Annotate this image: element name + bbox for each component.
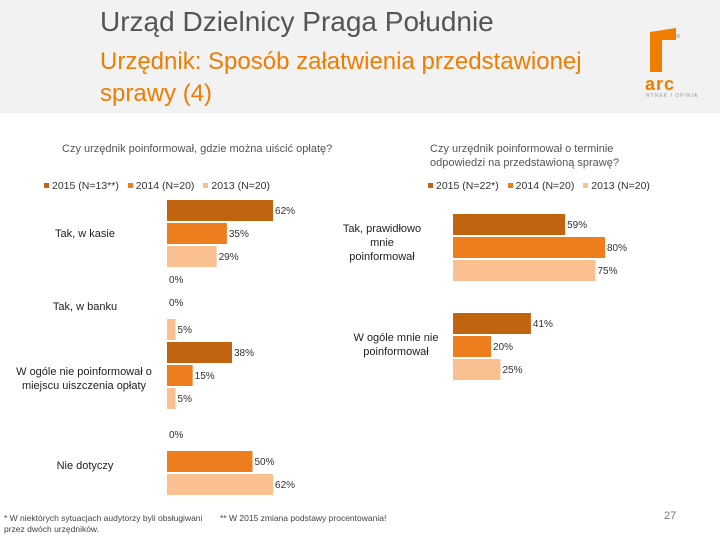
bar: [167, 388, 176, 409]
data-label: 62%: [275, 480, 295, 491]
header-band: [0, 0, 720, 113]
chart-left-title: Czy urzędnik poinformował, gdzie można u…: [62, 143, 333, 155]
logo-subtext: RYNEK I OPINIA: [646, 93, 699, 99]
bar: [167, 200, 274, 221]
data-label: 5%: [178, 325, 193, 336]
footnote-left: * W niektórych sytuacjach audytorzy byli…: [4, 513, 203, 534]
legend-label: 2015 (N=13**): [52, 180, 119, 192]
legend-label: 2014 (N=20): [135, 180, 195, 192]
data-label: 38%: [234, 348, 254, 359]
bar: [167, 365, 193, 386]
bar: [167, 451, 253, 472]
page-title: Urząd Dzielnicy Praga Południe: [100, 6, 494, 37]
category-label: W ogóle mnie nie poinformował: [353, 332, 439, 358]
page-number: 27: [664, 510, 677, 522]
legend-label: 2013 (N=20): [211, 180, 271, 192]
bar: [453, 359, 501, 380]
data-label: 20%: [493, 342, 513, 353]
legend-item-2013: 2013 (N=20): [203, 180, 270, 192]
chart-left-legend: 2015 (N=13**) 2014 (N=20) 2013 (N=20): [44, 180, 276, 192]
arc-logo-icon: [650, 28, 680, 72]
chart-right-legend: 2015 (N=22*) 2014 (N=20) 2013 (N=20): [428, 180, 656, 192]
legend-label: 2013 (N=20): [591, 180, 650, 192]
data-label: 0%: [169, 298, 184, 309]
bar: [167, 474, 274, 495]
logo-text: arc: [645, 74, 676, 94]
legend-item-2014: 2014 (N=20): [507, 180, 575, 192]
bar: [453, 237, 605, 258]
category-label: W ogóle nie poinformował o miejscu uiszc…: [16, 366, 152, 392]
footnote-right: ** W 2015 zmiana podstawy procentowania!: [220, 513, 387, 523]
data-label: 5%: [178, 394, 193, 405]
legend-item-2015: 2015 (N=13**): [44, 180, 119, 192]
bar: [453, 260, 596, 281]
chart-right-title: Czy urzędnik poinformował o terminie odp…: [430, 143, 619, 169]
legend-item-2014: 2014 (N=20): [127, 180, 195, 192]
data-label: 25%: [503, 365, 523, 376]
bar: [167, 319, 176, 340]
data-label: 29%: [219, 252, 239, 263]
category-label: Tak, prawidłowo mnie poinformował: [342, 223, 422, 263]
data-label: 35%: [229, 229, 249, 240]
category-label: Tak, w kasie: [55, 228, 115, 240]
data-label: 59%: [567, 220, 587, 231]
data-label: 75%: [598, 266, 618, 277]
category-label: Tak, w banku: [52, 301, 118, 313]
bar: [167, 246, 217, 267]
data-label: 0%: [169, 430, 184, 441]
bar: [167, 223, 227, 244]
data-label: 41%: [533, 319, 553, 330]
legend-item-2013: 2013 (N=20): [583, 180, 650, 192]
bar: [453, 313, 531, 334]
bar: [453, 214, 566, 235]
data-label: 50%: [255, 457, 275, 468]
legend-label: 2015 (N=22*): [436, 180, 499, 192]
data-label: 0%: [169, 275, 184, 286]
bar: [453, 336, 491, 357]
legend-label: 2014 (N=20): [515, 180, 575, 192]
data-label: 15%: [195, 371, 215, 382]
category-label: Nie dotyczy: [56, 460, 114, 472]
bar: [167, 342, 232, 363]
page-subtitle: Urzędnik: Sposób załatwienia przedstawio…: [100, 48, 582, 107]
data-label: 62%: [275, 206, 295, 217]
data-label: 80%: [607, 243, 627, 254]
legend-item-2015: 2015 (N=22*): [428, 180, 499, 192]
